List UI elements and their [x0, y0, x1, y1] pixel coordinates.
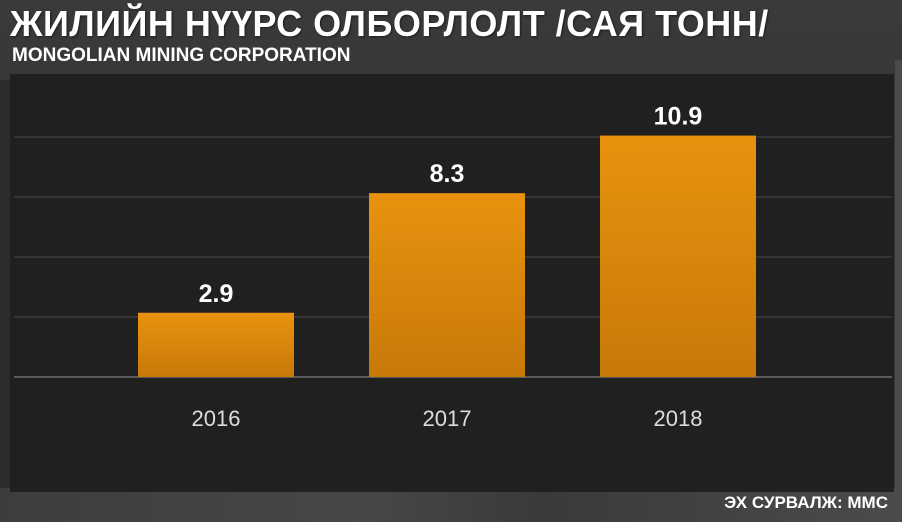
data-label-2016: 2.9: [199, 280, 234, 308]
x-tick-label-2018: 2018: [654, 406, 703, 431]
bar-2017: [369, 193, 525, 377]
background-panel-right: [895, 60, 902, 500]
x-tick-label-2016: 2016: [192, 406, 241, 431]
data-label-2018: 10.9: [654, 103, 703, 131]
source-note: ЭХ СУРВАЛЖ: MMC: [724, 493, 888, 512]
chart-subtitle: MONGOLIAN MINING CORPORATION: [12, 45, 351, 66]
background-panel-left: [0, 80, 10, 500]
bar-2016: [138, 312, 294, 377]
x-tick-label-2017: 2017: [423, 406, 472, 431]
bars-group: [138, 135, 756, 377]
background-floor: [0, 488, 902, 522]
x-ticks-group: 2016 2017 2018: [192, 406, 703, 431]
data-labels-group: 2.9 8.3 10.9: [199, 103, 703, 308]
data-label-2017: 8.3: [430, 160, 465, 188]
bar-2018: [600, 135, 756, 377]
chart-title: ЖИЛИЙН НҮҮРС ОЛБОРЛОЛТ /САЯ ТОНН/: [10, 3, 769, 44]
